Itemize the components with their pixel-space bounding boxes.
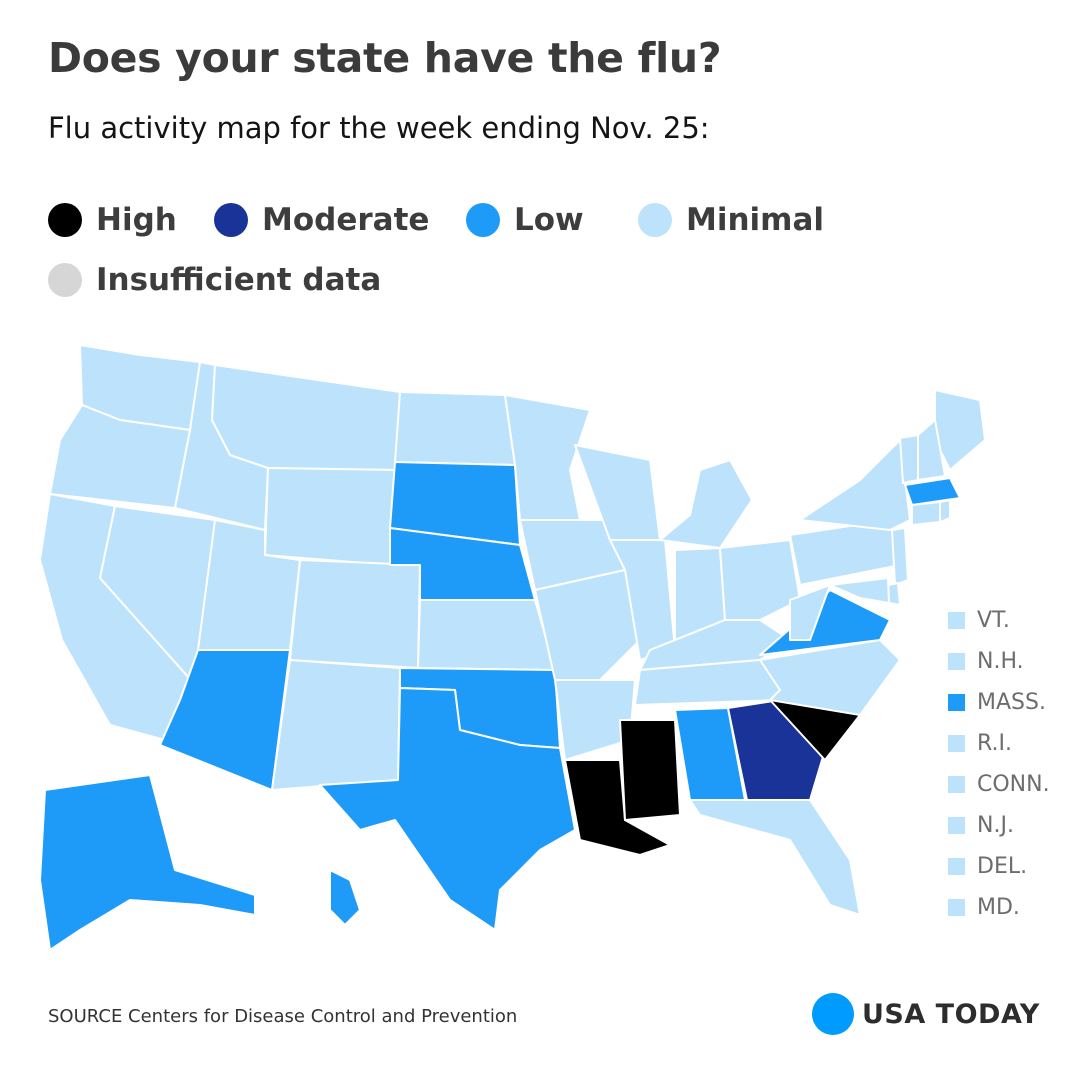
small-state-swatch: [948, 776, 965, 793]
small-state-swatch: [948, 612, 965, 629]
state-minnesota: [504, 394, 591, 521]
state-rhode-island: [939, 499, 951, 523]
small-state-ri: R.I.: [948, 723, 1050, 764]
state-kansas: [417, 599, 556, 671]
state-ohio: [719, 539, 801, 621]
us-map-svg: [39, 344, 986, 951]
legend-dot-moderate: [214, 203, 248, 237]
state-new-jersey: [891, 527, 909, 586]
map-title: Does your state have the flu?: [48, 34, 722, 82]
state-texas: [319, 687, 576, 931]
state-montana: [211, 364, 401, 471]
legend-item-low: Low: [466, 202, 584, 238]
legend-dot-minimal: [638, 203, 672, 237]
small-state-swatch: [948, 817, 965, 834]
state-new-york: [799, 439, 911, 531]
small-state-conn: CONN.: [948, 764, 1050, 805]
small-state-swatch: [948, 694, 965, 711]
state-hawaii: [329, 869, 361, 926]
state-louisiana: [564, 759, 671, 856]
brand-logo: USA TODAY: [812, 993, 1040, 1035]
state-west-virginia: [789, 584, 831, 641]
small-state-label: VT.: [977, 608, 1010, 633]
state-wyoming: [264, 467, 396, 566]
state-florida: [689, 799, 861, 916]
small-state-swatch: [948, 735, 965, 752]
legend-dot-insufficient: [48, 263, 82, 297]
small-state-nh: N.H.: [948, 641, 1050, 682]
map-subtitle: Flu activity map for the week ending Nov…: [48, 111, 710, 145]
state-north-dakota: [394, 391, 516, 466]
brand-name: USA TODAY: [862, 998, 1040, 1030]
small-state-label: MASS.: [977, 690, 1046, 715]
legend-item-minimal: Minimal: [638, 202, 824, 238]
legend-dot-low: [466, 203, 500, 237]
small-state-label: R.I.: [977, 731, 1012, 756]
state-maryland: [829, 577, 890, 604]
state-connecticut: [911, 501, 941, 526]
brand-circle-icon: [812, 993, 854, 1035]
state-vermont: [899, 434, 919, 484]
small-state-label: N.H.: [977, 649, 1024, 674]
legend-label-insufficient: Insufficient data: [96, 262, 382, 298]
small-state-swatch: [948, 653, 965, 670]
state-missouri: [534, 569, 641, 681]
small-state-swatch: [948, 858, 965, 875]
us-flu-map: [0, 320, 1080, 960]
state-michigan: [659, 459, 753, 549]
state-massachusetts: [904, 477, 961, 506]
small-state-del: DEL.: [948, 846, 1050, 887]
small-state-nj: N.J.: [948, 805, 1050, 846]
legend-label-low: Low: [514, 202, 584, 238]
state-mississippi: [619, 719, 681, 821]
small-state-label: DEL.: [977, 854, 1028, 879]
small-state-swatch: [948, 899, 965, 916]
legend-label-moderate: Moderate: [262, 202, 430, 238]
small-state-label: N.J.: [977, 813, 1014, 838]
state-new-mexico: [271, 659, 401, 791]
legend-item-insufficient: Insufficient data: [48, 262, 381, 298]
legend-label-minimal: Minimal: [686, 202, 825, 238]
legend-item-high: High: [48, 202, 177, 238]
legend-dot-high: [48, 203, 82, 237]
state-arizona: [159, 649, 291, 791]
source-note: SOURCE Centers for Disease Control and P…: [48, 1006, 518, 1027]
small-state-label: MD.: [977, 895, 1020, 920]
state-colorado: [289, 559, 421, 669]
small-state-vt: VT.: [948, 600, 1050, 641]
legend-label-high: High: [96, 202, 177, 238]
small-state-md: MD.: [948, 887, 1050, 928]
small-state-label: CONN.: [977, 772, 1050, 797]
state-new-hampshire: [917, 419, 946, 481]
legend-item-moderate: Moderate: [214, 202, 429, 238]
state-alaska: [39, 774, 256, 951]
small-states-legend: VT. N.H. MASS. R.I. CONN. N.J. DEL. MD.: [948, 600, 1050, 928]
small-state-mass: MASS.: [948, 682, 1050, 723]
